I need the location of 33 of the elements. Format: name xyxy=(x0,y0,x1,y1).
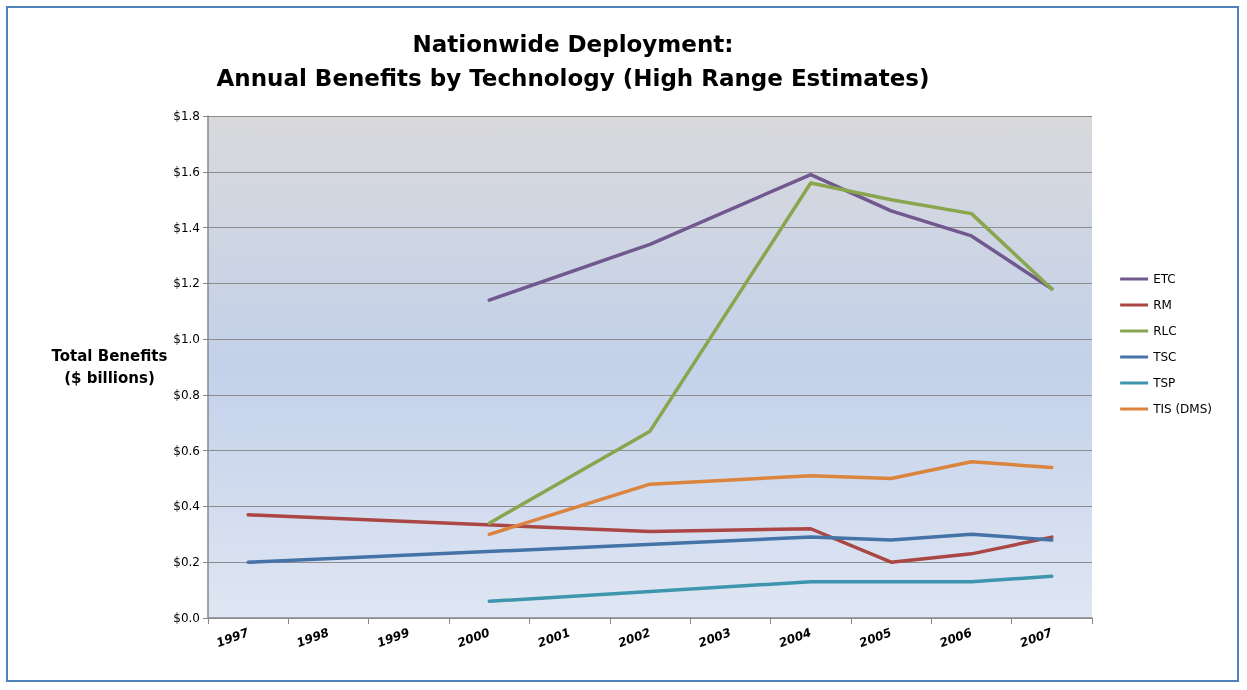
legend-label: TIS (DMS) xyxy=(1152,402,1212,416)
legend-label: RM xyxy=(1153,298,1172,312)
legend-label: TSP xyxy=(1152,376,1176,390)
y-tick-label: $1.2 xyxy=(173,276,200,291)
x-tick-label: 2006 xyxy=(937,625,974,650)
line-series xyxy=(487,460,1054,537)
x-tick-label: 2002 xyxy=(616,625,653,650)
y-tick-label: $0.6 xyxy=(173,443,200,458)
y-tick-label: $1.6 xyxy=(173,164,200,179)
x-tick-label: 1997 xyxy=(214,625,252,650)
y-tick-label: $1.0 xyxy=(173,332,200,347)
x-tick-label: 2001 xyxy=(535,625,573,650)
y-tick-label: $0.4 xyxy=(173,499,200,514)
legend-label: ETC xyxy=(1153,272,1176,286)
x-tick-label: 1998 xyxy=(294,625,331,650)
y-tick-label: $0.8 xyxy=(173,387,200,402)
x-tick-label: 1999 xyxy=(375,625,412,650)
legend-label: RLC xyxy=(1153,324,1177,338)
x-tick-label: 2005 xyxy=(857,625,894,650)
x-tick-label: 2004 xyxy=(776,625,814,650)
x-tick-label: 2003 xyxy=(696,625,733,650)
line-series xyxy=(246,513,1054,564)
x-tick-label: 2000 xyxy=(455,625,492,650)
chart-title: Nationwide Deployment: Annual Benefits by Technology (High Range Estimates) xyxy=(216,31,930,91)
x-tick-label: 2007 xyxy=(1018,625,1055,650)
y-tick-label: $0.2 xyxy=(173,555,200,570)
legend-label: TSC xyxy=(1152,350,1177,364)
line-series xyxy=(246,532,1054,564)
y-tick-label: $1.4 xyxy=(173,220,200,235)
y-tick-label: $0.0 xyxy=(173,611,200,625)
y-axis-title: Total Benefits ($ billions) xyxy=(51,347,168,387)
line-series xyxy=(487,181,1054,525)
y-tick-label: $1.8 xyxy=(173,109,200,123)
